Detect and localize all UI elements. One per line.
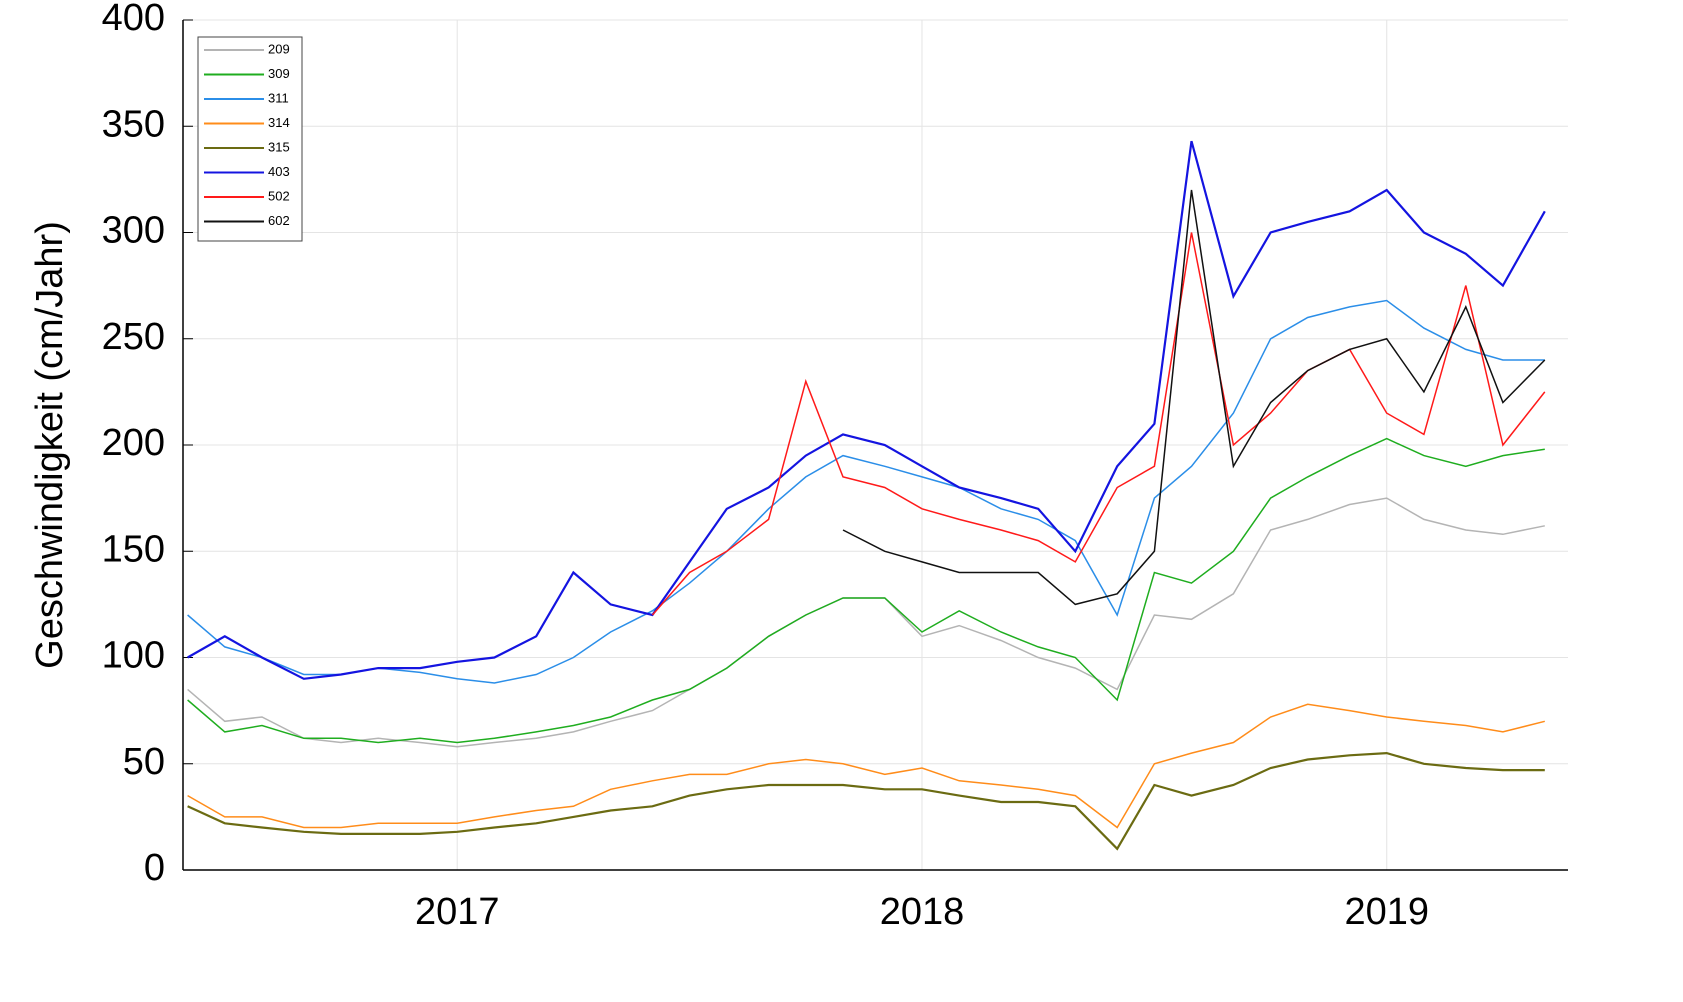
legend-label: 403	[268, 164, 290, 179]
y-axis-label: Geschwindigkeit (cm/Jahr)	[29, 221, 71, 669]
x-tick-label: 2019	[1344, 891, 1429, 933]
y-tick-label: 100	[102, 635, 165, 677]
legend-label: 309	[268, 66, 290, 81]
y-tick-label: 50	[123, 741, 165, 783]
y-tick-label: 350	[102, 103, 165, 145]
legend-label: 602	[268, 213, 290, 228]
series-line	[651, 232, 1546, 616]
y-tick-label: 0	[144, 847, 165, 889]
series-line	[187, 703, 1545, 829]
y-tick-label: 400	[102, 0, 165, 39]
x-tick-label: 2018	[880, 891, 965, 933]
y-tick-label: 300	[102, 210, 165, 252]
legend-label: 502	[268, 188, 290, 203]
legend-box	[197, 36, 303, 242]
legend-label: 315	[268, 139, 290, 154]
x-tick-label: 2017	[415, 891, 500, 933]
series-line	[187, 751, 1545, 851]
series-line	[187, 437, 1545, 744]
series-line	[187, 299, 1545, 684]
y-tick-label: 250	[102, 316, 165, 358]
y-tick-label: 200	[102, 422, 165, 464]
series-line	[842, 189, 1546, 606]
legend-label: 209	[268, 41, 290, 56]
legend-label: 311	[268, 90, 289, 105]
legend-label: 314	[268, 115, 290, 130]
y-tick-label: 150	[102, 528, 165, 570]
series-line	[187, 140, 1546, 680]
